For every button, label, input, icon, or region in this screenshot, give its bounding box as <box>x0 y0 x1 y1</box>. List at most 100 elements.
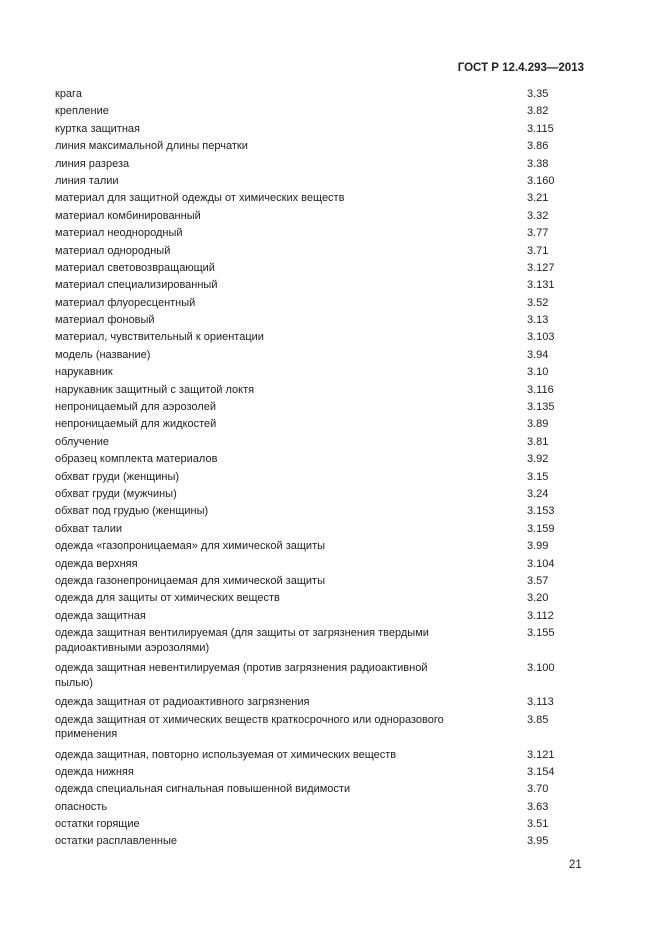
entry-term: нарукавник защитный с защитой локтя <box>55 383 255 396</box>
entry-reference: 3.71 <box>527 244 549 257</box>
entry-term: одежда защитная <box>55 609 146 622</box>
entry-term: материал флуоресцентный <box>55 296 196 309</box>
index-entry: обхват груди (мужчины) 3.24 <box>55 487 595 504</box>
index-entry: материал специализированный 3.131 <box>55 278 595 295</box>
entry-reference: 3.115 <box>527 122 554 135</box>
index-entry: нарукавник 3.10 <box>55 365 595 382</box>
entry-reference: 3.57 <box>527 574 549 587</box>
entry-term: материал неоднородный <box>55 227 183 240</box>
entry-term: одежда защитная от радиоактивного загряз… <box>55 696 310 709</box>
entry-reference: 3.131 <box>527 279 555 292</box>
index-entry: обхват груди (женщины) 3.15 <box>55 470 595 487</box>
entry-reference: 3.116 <box>527 383 554 396</box>
index-entry: одежда газонепроницаемая для химической … <box>55 574 595 591</box>
index-entry: остатки горящие 3.51 <box>55 817 595 834</box>
entry-term: одежда защитная от химических веществ кр… <box>55 713 444 741</box>
index-entry: одежда защитная от радиоактивного загряз… <box>55 695 595 712</box>
entry-term: образец комплекта материалов <box>55 453 218 466</box>
entry-reference: 3.38 <box>527 157 549 170</box>
entry-term: материал специализированный <box>55 279 218 292</box>
index-entry: одежда защитная невентилируемая (против … <box>55 661 595 695</box>
entry-reference: 3.89 <box>527 418 549 431</box>
entry-reference: 3.159 <box>527 522 555 535</box>
entry-reference: 3.35 <box>527 88 549 100</box>
entry-term: крепление <box>55 105 109 118</box>
entry-reference: 3.113 <box>527 696 554 709</box>
entry-term: одежда для защиты от химических веществ <box>55 592 280 605</box>
entry-term: одежда защитная невентилируемая (против … <box>55 662 428 689</box>
index-entry: линия талии 3.160 <box>55 174 595 191</box>
index-entry: куртка защитная 3.115 <box>55 122 595 139</box>
index-entry: непроницаемый для жидкостей 3.89 <box>55 417 595 434</box>
index-entry: одежда защитная 3.112 <box>55 609 595 626</box>
entry-reference: 3.94 <box>527 348 549 361</box>
index-entry: материал комбинированный 3.32 <box>55 209 595 226</box>
index-entry: одежда верхняя 3.104 <box>55 557 595 574</box>
entry-term: материал световозвращающий <box>55 261 215 274</box>
index-entry: одежда «газопроницаемая» для химической … <box>55 539 595 556</box>
index-entry: непроницаемый для аэрозолей 3.135 <box>55 400 595 417</box>
index-entry: одежда специальная сигнальная повышенной… <box>55 782 595 799</box>
entry-reference: 3.10 <box>527 366 549 379</box>
entry-term: линия талии <box>55 174 119 187</box>
index-entry: модель (название) 3.94 <box>55 348 595 365</box>
entry-reference: 3.86 <box>527 140 549 153</box>
entry-reference: 3.153 <box>527 505 555 518</box>
entry-term: опасность <box>55 800 108 813</box>
entry-term: непроницаемый для аэрозолей <box>55 401 216 414</box>
entry-reference: 3.24 <box>527 487 549 500</box>
entry-reference: 3.154 <box>527 765 555 778</box>
entry-term: материал фоновый <box>55 314 155 327</box>
entry-term: линия разреза <box>55 157 130 170</box>
index-entry: материал флуоресцентный 3.52 <box>55 296 595 313</box>
entry-reference: 3.70 <box>527 783 549 796</box>
index-entry: опасность 3.63 <box>55 800 595 817</box>
entry-term: линия максимальной длины перчатки <box>55 140 248 153</box>
entry-reference: 3.155 <box>527 627 555 640</box>
entry-reference: 3.63 <box>527 800 549 813</box>
entry-term: остатки расплавленные <box>55 835 177 848</box>
entry-term: обхват груди (женщины) <box>55 470 180 483</box>
entry-term: обхват талии <box>55 522 122 535</box>
entry-term: обхват груди (мужчины) <box>55 487 177 500</box>
index-entry: остатки расплавленные 3.95 <box>55 834 595 851</box>
index-entry: обхват под грудью (женщины) 3.153 <box>55 504 595 521</box>
entry-reference: 3.51 <box>527 818 549 831</box>
index-entry: крага 3.35 <box>55 87 595 104</box>
index-entry: облучение 3.81 <box>55 435 595 452</box>
entry-term: модель (название) <box>55 348 151 361</box>
index-entry: материал фоновый 3.13 <box>55 313 595 330</box>
index-entry: линия максимальной длины перчатки 3.86 <box>55 139 595 156</box>
entry-reference: 3.100 <box>527 662 555 675</box>
entry-reference: 3.127 <box>527 261 555 274</box>
entry-term: облучение <box>55 435 110 448</box>
entry-term: одежда газонепроницаемая для химической … <box>55 574 325 587</box>
entry-term: одежда защитная, повторно используемая о… <box>55 748 397 761</box>
entry-reference: 3.32 <box>527 209 549 222</box>
index-entry: материал для защитной одежды от химическ… <box>55 191 595 208</box>
index-entry: материал световозвращающий 3.127 <box>55 261 595 278</box>
index-entry: линия разреза 3.38 <box>55 157 595 174</box>
index-entry: образец комплекта материалов 3.92 <box>55 452 595 469</box>
index-entry: одежда защитная от химических веществ кр… <box>55 713 595 748</box>
entry-term: непроницаемый для жидкостей <box>55 418 217 431</box>
entry-reference: 3.13 <box>527 314 549 327</box>
entry-reference: 3.112 <box>527 609 554 622</box>
index-entry: одежда защитная, повторно используемая о… <box>55 748 595 765</box>
entry-term: материал однородный <box>55 244 171 257</box>
index-entry: материал, чувствительный к ориентации 3.1… <box>55 330 595 347</box>
entry-reference: 3.85 <box>527 713 549 726</box>
entry-term: одежда специальная сигнальная повышенной… <box>55 783 351 796</box>
page-number: 21 <box>569 859 582 871</box>
entry-term: одежда нижняя <box>55 765 134 778</box>
entry-term: материал, чувствительный к ориентации <box>55 331 264 344</box>
entry-term: материал комбинированный <box>55 209 201 222</box>
document-code-header: ГОСТ Р 12.4.293—2013 <box>457 62 584 74</box>
index-list: крага 3.35 крепление 3.82 куртка защитная 3.1… <box>55 87 595 852</box>
index-entry: нарукавник защитный с защитой локтя 3.116 <box>55 383 595 400</box>
index-entry: одежда для защиты от химических веществ 3… <box>55 591 595 608</box>
entry-term: обхват под грудью (женщины) <box>55 505 209 518</box>
entry-reference: 3.104 <box>527 557 555 570</box>
entry-reference: 3.92 <box>527 453 549 466</box>
entry-reference: 3.103 <box>527 331 555 344</box>
